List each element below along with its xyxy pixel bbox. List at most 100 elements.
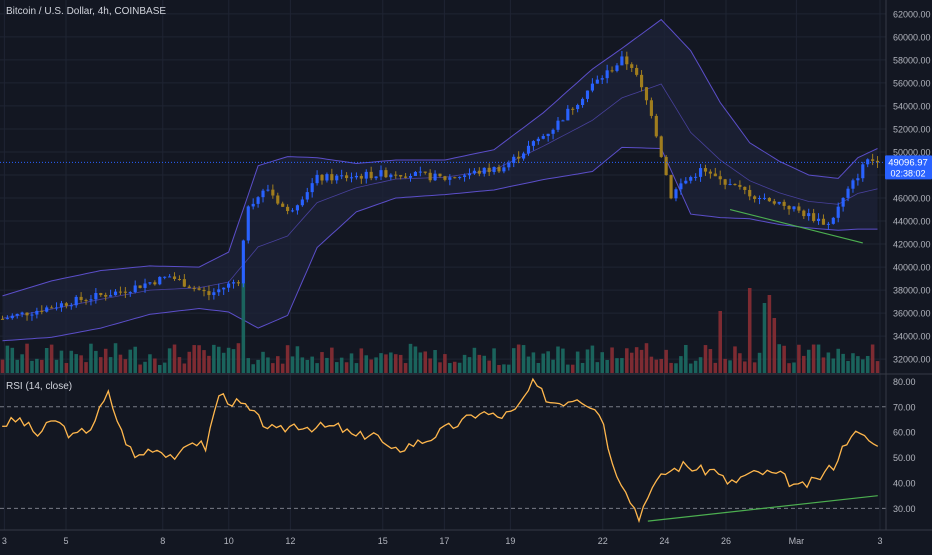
candle-body[interactable] (30, 314, 34, 316)
candle-body[interactable] (394, 174, 398, 176)
candle-body[interactable] (861, 164, 865, 179)
candle-body[interactable] (600, 78, 604, 80)
candle-body[interactable] (792, 206, 796, 210)
candle-body[interactable] (659, 136, 663, 157)
price-candles[interactable] (0, 50, 886, 321)
candle-body[interactable] (669, 175, 673, 199)
candle-body[interactable] (315, 174, 319, 184)
candle-body[interactable] (118, 291, 123, 293)
rsi-trendline[interactable] (647, 495, 878, 522)
candle-body[interactable] (644, 87, 649, 101)
candle-body[interactable] (502, 167, 506, 172)
candle-body[interactable] (74, 296, 78, 306)
candle-body[interactable] (507, 163, 511, 168)
candle-body[interactable] (718, 176, 722, 180)
candle-body[interactable] (664, 156, 668, 176)
candle-body[interactable] (197, 288, 201, 290)
candle-body[interactable] (541, 136, 545, 139)
candle-body[interactable] (295, 205, 300, 211)
candle-body[interactable] (133, 285, 137, 293)
candle-body[interactable] (286, 206, 290, 212)
candle-body[interactable] (517, 156, 521, 159)
candle-body[interactable] (782, 201, 786, 206)
candle-body[interactable] (821, 218, 826, 225)
candle-body[interactable] (389, 174, 393, 178)
candle-body[interactable] (418, 171, 422, 173)
candle-body[interactable] (482, 167, 486, 174)
candle-body[interactable] (443, 176, 447, 180)
candle-body[interactable] (246, 206, 250, 241)
candle-body[interactable] (684, 180, 688, 184)
candle-body[interactable] (802, 210, 806, 217)
candle-body[interactable] (374, 176, 378, 179)
candle-body[interactable] (113, 291, 118, 296)
candle-body[interactable] (172, 276, 177, 279)
candle-body[interactable] (222, 287, 226, 290)
candle-body[interactable] (192, 288, 196, 290)
candle-body[interactable] (207, 291, 211, 296)
candle-body[interactable] (458, 176, 462, 178)
candle-body[interactable] (231, 282, 236, 284)
candle-body[interactable] (590, 83, 594, 91)
candle-body[interactable] (566, 108, 570, 121)
candle-body[interactable] (743, 186, 747, 190)
candle-body[interactable] (69, 305, 73, 307)
candle-body[interactable] (59, 303, 64, 308)
candle-body[interactable] (728, 184, 732, 186)
candle-body[interactable] (423, 171, 427, 173)
candle-body[interactable] (757, 198, 762, 200)
candle-body[interactable] (698, 168, 703, 177)
candle-body[interactable] (841, 197, 845, 207)
candle-body[interactable] (703, 168, 708, 172)
candle-body[interactable] (576, 105, 580, 110)
candle-body[interactable] (615, 65, 619, 71)
candle-body[interactable] (359, 175, 363, 179)
candle-body[interactable] (290, 210, 295, 212)
candle-body[interactable] (40, 310, 44, 312)
candle-body[interactable] (433, 173, 437, 181)
candle-body[interactable] (163, 276, 167, 278)
candle-body[interactable] (354, 175, 358, 178)
candle-body[interactable] (467, 173, 472, 176)
candle-body[interactable] (158, 276, 162, 285)
candle-body[interactable] (5, 318, 9, 320)
candle-body[interactable] (674, 189, 678, 199)
candle-body[interactable] (325, 174, 329, 181)
candle-body[interactable] (428, 172, 432, 181)
candle-body[interactable] (271, 189, 275, 196)
candle-body[interactable] (875, 160, 880, 163)
candle-body[interactable] (236, 282, 241, 284)
candle-body[interactable] (831, 217, 835, 224)
candle-body[interactable] (649, 100, 653, 116)
candle-body[interactable] (182, 279, 186, 287)
candle-body[interactable] (630, 64, 634, 68)
candle-body[interactable] (349, 177, 354, 179)
candle-body[interactable] (777, 201, 781, 204)
candle-body[interactable] (546, 133, 550, 137)
candle-body[interactable] (408, 175, 413, 178)
candle-body[interactable] (227, 283, 231, 288)
candle-body[interactable] (241, 240, 245, 284)
candle-body[interactable] (522, 153, 526, 159)
candle-body[interactable] (477, 170, 481, 174)
candle-body[interactable] (733, 184, 737, 186)
candle-body[interactable] (256, 197, 260, 204)
candle-body[interactable] (610, 70, 614, 72)
candle-body[interactable] (748, 189, 752, 197)
candle-body[interactable] (846, 188, 850, 198)
candle-body[interactable] (99, 293, 103, 295)
candle-body[interactable] (123, 291, 127, 293)
candle-body[interactable] (143, 283, 147, 288)
candle-body[interactable] (94, 293, 98, 300)
candle-body[interactable] (340, 175, 344, 177)
candle-body[interactable] (369, 171, 373, 179)
candle-body[interactable] (345, 175, 349, 179)
candle-body[interactable] (866, 159, 870, 165)
candle-body[interactable] (89, 299, 93, 301)
candle-body[interactable] (639, 74, 644, 88)
candle-body[interactable] (453, 177, 457, 179)
candle-body[interactable] (300, 199, 304, 206)
candle-body[interactable] (320, 174, 324, 181)
rsi-line[interactable] (2, 377, 879, 524)
candle-body[interactable] (679, 183, 683, 190)
